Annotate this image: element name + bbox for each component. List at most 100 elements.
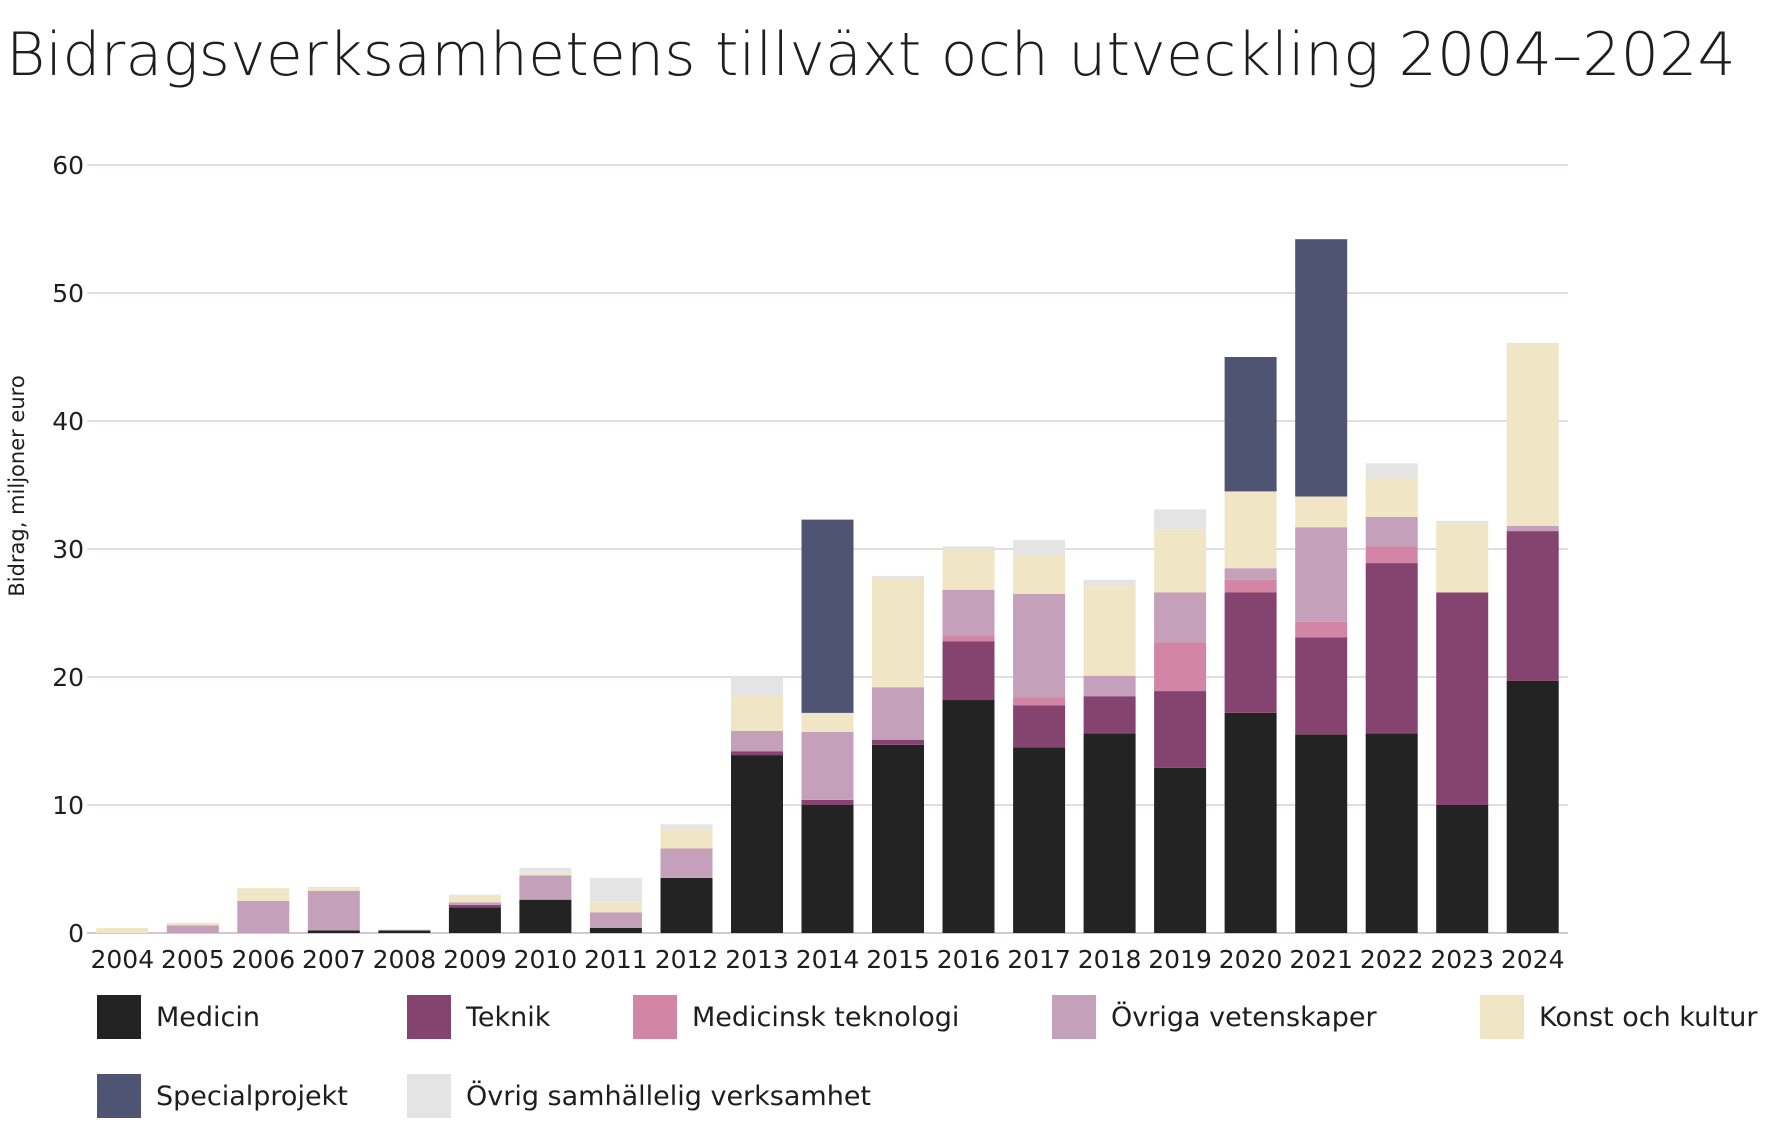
bar-2004-series-4 [96, 927, 149, 933]
bar-2013-series-0 [731, 755, 783, 933]
x-tick-label: 2011 [584, 945, 648, 974]
bar-2014-series-1 [801, 799, 854, 805]
bar-2007-series-0 [307, 930, 360, 933]
bar-2020-series-1 [1224, 592, 1277, 713]
bar-2015-series-1 [872, 739, 924, 745]
bar-2011-series-3 [589, 912, 642, 928]
x-tick-label: 2024 [1501, 945, 1565, 974]
bar-2023-series-1 [1436, 592, 1489, 805]
chart-title: Bidragsverksamhetens tillväxt och utveck… [6, 20, 1736, 90]
bar-2012-series-6 [660, 824, 713, 830]
x-tick-label: 2021 [1289, 945, 1353, 974]
bar-2011-series-0 [589, 927, 642, 933]
x-tick-label: 2020 [1219, 945, 1283, 974]
bar-2016-series-1 [942, 641, 995, 701]
bar-2013-series-3 [731, 730, 783, 752]
bar-2019-series-0 [1154, 767, 1207, 933]
bar-2006-series-4 [237, 888, 290, 901]
legend-swatch [633, 995, 677, 1039]
x-tick-label: 2009 [443, 945, 507, 974]
bar-2014-series-3 [801, 732, 854, 800]
bar-2020-series-4 [1224, 491, 1277, 569]
bar-2019-series-4 [1154, 529, 1207, 593]
y-tick-label: 40 [52, 407, 84, 436]
bar-2023-series-0 [1436, 805, 1489, 933]
bar-2023-series-4 [1436, 523, 1489, 593]
bar-2018-series-3 [1083, 675, 1136, 697]
legend-label: Medicin [156, 1001, 261, 1033]
bar-2008-series-0 [378, 930, 431, 933]
y-tick-label: 0 [68, 919, 84, 948]
bar-2009-series-4 [448, 895, 501, 903]
bar-2020-series-5 [1224, 357, 1277, 492]
bar-2005-series-4 [166, 924, 219, 926]
bar-2017-series-0 [1013, 747, 1066, 933]
bar-2011-series-4 [589, 902, 642, 913]
x-tick-label: 2006 [231, 945, 295, 974]
legend-item: Teknik [407, 995, 550, 1039]
bar-2016-series-0 [942, 700, 995, 933]
y-tick-label: 10 [52, 791, 84, 820]
bar-2021-series-5 [1295, 239, 1348, 497]
bar-2021-series-0 [1295, 734, 1348, 933]
legend-swatch [97, 995, 141, 1039]
bar-2013-series-6 [731, 677, 783, 697]
bar-2007-series-4 [307, 888, 360, 891]
bar-2009-series-3 [448, 902, 501, 905]
bar-2018-series-6 [1083, 579, 1136, 587]
bar-2010-series-6 [519, 867, 572, 873]
legend-swatch [1480, 995, 1524, 1039]
legend-item: Övrig samhällelig verksamhet [407, 1074, 871, 1118]
bar-2015-series-0 [872, 744, 924, 933]
bars [96, 239, 1559, 933]
x-tick-label: 2022 [1360, 945, 1424, 974]
bar-2017-series-6 [1013, 540, 1066, 556]
bar-2019-series-1 [1154, 691, 1207, 768]
y-axis-label: Bidrag, miljoner euro [5, 375, 29, 596]
bar-2019-series-2 [1154, 642, 1207, 691]
bar-2008-series-6 [378, 929, 431, 931]
bar-2021-series-2 [1295, 622, 1348, 638]
bar-2009-series-6 [448, 894, 501, 896]
legend-swatch [97, 1074, 141, 1118]
y-tick-label: 60 [52, 151, 84, 180]
bar-2010-series-3 [519, 875, 572, 900]
bar-2017-series-1 [1013, 705, 1066, 748]
bar-2018-series-0 [1083, 733, 1136, 933]
x-tick-label: 2008 [373, 945, 437, 974]
bar-2017-series-4 [1013, 555, 1066, 594]
bar-2024-series-0 [1506, 680, 1559, 933]
bar-2021-series-4 [1295, 496, 1348, 528]
bar-2022-series-2 [1365, 546, 1418, 563]
x-tick-label: 2017 [1007, 945, 1071, 974]
legend-label: Specialprojekt [156, 1080, 348, 1112]
x-tick-label: 2018 [1078, 945, 1142, 974]
legend-item: Specialprojekt [97, 1074, 348, 1118]
bar-2024-series-4 [1506, 344, 1559, 526]
x-tick-label: 2012 [655, 945, 719, 974]
bar-2014-series-0 [801, 805, 854, 933]
bar-2013-series-4 [731, 696, 783, 731]
legend-item: Övriga vetenskaper [1052, 995, 1377, 1039]
bar-2015-series-3 [872, 687, 924, 740]
legend-swatch [1052, 995, 1096, 1039]
x-tick-label: 2016 [937, 945, 1001, 974]
bar-2024-series-6 [1506, 342, 1559, 345]
bar-2014-series-5 [801, 519, 854, 713]
bar-2005-series-6 [166, 922, 219, 925]
x-tick-label: 2014 [796, 945, 860, 974]
bar-2009-series-1 [448, 904, 501, 908]
bar-2006-series-3 [237, 901, 290, 933]
x-tick-label: 2019 [1148, 945, 1212, 974]
bar-2016-series-2 [942, 636, 995, 642]
legend-swatch [407, 995, 451, 1039]
y-tick-label: 50 [52, 279, 84, 308]
bar-2005-series-3 [166, 925, 219, 933]
bar-2018-series-1 [1083, 696, 1136, 734]
bar-2016-series-6 [942, 546, 995, 549]
legend-label: Konst och kultur [1539, 1001, 1758, 1033]
bar-2022-series-1 [1365, 563, 1418, 734]
x-tick-label: 2010 [514, 945, 578, 974]
